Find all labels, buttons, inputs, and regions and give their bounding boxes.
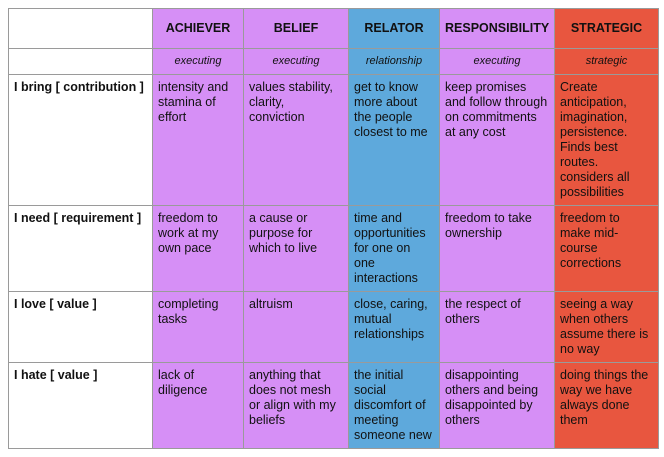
cell: freedom to work at my own pace <box>152 205 244 292</box>
cell: a cause or purpose for which to live <box>243 205 349 292</box>
cell: completing tasks <box>152 291 244 363</box>
category-row: executing executing relationship executing s… <box>8 48 659 75</box>
cell: intensity and stamina of effort <box>152 74 244 206</box>
cell: time and opportunities for one on one in… <box>348 205 440 292</box>
category-cell: executing <box>152 48 244 75</box>
cell: get to know more about the people closes… <box>348 74 440 206</box>
cell: seeing a way when others assume there is… <box>554 291 659 363</box>
strengths-table: ACHIEVER BELIEF RELATOR RESPONSIBILITY STRAT… <box>8 8 659 449</box>
cell: lack of diligence <box>152 362 244 449</box>
cell: Create anticipation, imagination, persis… <box>554 74 659 206</box>
category-cell: strategic <box>554 48 659 75</box>
row-header: I hate [ value ] <box>8 362 153 449</box>
table-body: ACHIEVER BELIEF RELATOR RESPONSIBILITY STRAT… <box>8 8 659 449</box>
cell: freedom to make mid-course corrections <box>554 205 659 292</box>
table-wrap: ACHIEVER BELIEF RELATOR RESPONSIBILITY STRAT… <box>8 8 659 449</box>
data-row: I bring [ contribution ] intensity and st… <box>8 74 659 206</box>
header-row: ACHIEVER BELIEF RELATOR RESPONSIBILITY STRAT… <box>8 8 659 49</box>
cell: the respect of others <box>439 291 555 363</box>
category-cell: executing <box>439 48 555 75</box>
data-row: I need [ requirement ] freedom to work at… <box>8 205 659 292</box>
cell: values stability, clarity, conviction <box>243 74 349 206</box>
row-header: I need [ requirement ] <box>8 205 153 292</box>
row-header: I bring [ contribution ] <box>8 74 153 206</box>
cell: altruism <box>243 291 349 363</box>
column-header: ACHIEVER <box>152 8 244 49</box>
row-header: I love [ value ] <box>8 291 153 363</box>
data-row: I hate [ value ] lack of diligence anythin… <box>8 362 659 449</box>
cell: doing things the way we have always done… <box>554 362 659 449</box>
column-header: RESPONSIBILITY <box>439 8 555 49</box>
cell: keep promises and follow through on comm… <box>439 74 555 206</box>
category-cell: executing <box>243 48 349 75</box>
column-header: RELATOR <box>348 8 440 49</box>
cell: disappointing others and being disappoin… <box>439 362 555 449</box>
cell: anything that does not mesh or align wit… <box>243 362 349 449</box>
cell: the initial social discomfort of meeting… <box>348 362 440 449</box>
cell: close, caring, mutual relationships <box>348 291 440 363</box>
corner-cell <box>8 48 153 75</box>
corner-cell <box>8 8 153 49</box>
column-header: STRATEGIC <box>554 8 659 49</box>
data-row: I love [ value ] completing tasks altruism… <box>8 291 659 363</box>
cell: freedom to take ownership <box>439 205 555 292</box>
category-cell: relationship <box>348 48 440 75</box>
column-header: BELIEF <box>243 8 349 49</box>
